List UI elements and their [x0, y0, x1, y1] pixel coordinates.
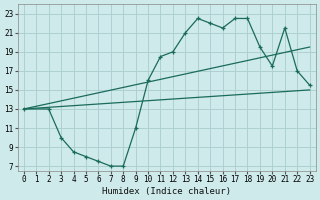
- X-axis label: Humidex (Indice chaleur): Humidex (Indice chaleur): [102, 187, 231, 196]
